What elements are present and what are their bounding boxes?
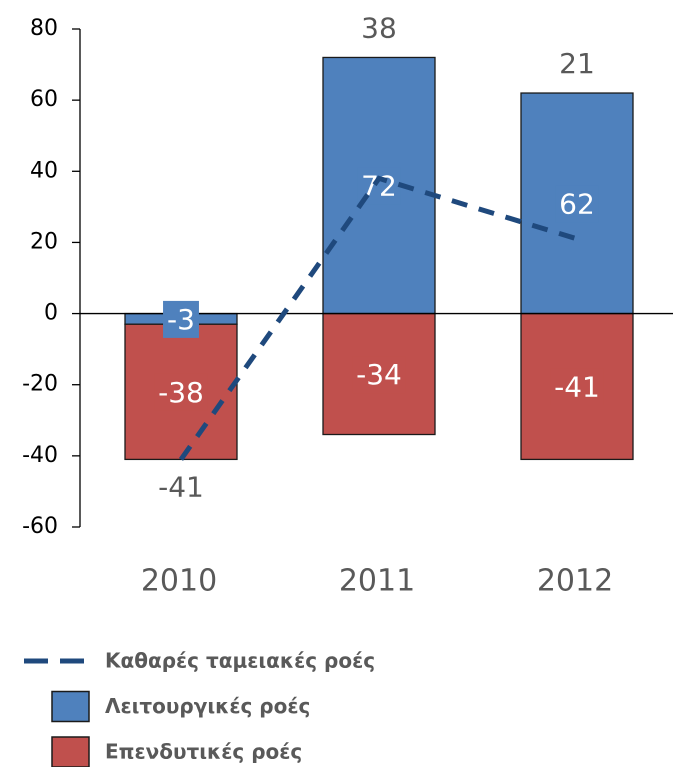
- data-label: -41: [554, 370, 600, 403]
- data-label: 38: [361, 11, 397, 44]
- data-label: -34: [356, 358, 402, 391]
- y-tick-label: 60: [30, 87, 58, 112]
- y-tick-label: -60: [22, 514, 58, 539]
- data-label: -3: [167, 303, 195, 336]
- y-tick-label: -20: [22, 372, 58, 397]
- y-tick-label: 0: [44, 301, 58, 326]
- data-label-bg: [163, 300, 199, 338]
- legend-swatch: [51, 690, 90, 723]
- x-tick-label: 2010: [141, 564, 217, 599]
- data-label: -38: [158, 376, 204, 409]
- data-label-bg: [555, 185, 599, 223]
- x-tick-label: 2012: [537, 564, 613, 599]
- y-tick-label: 40: [30, 158, 58, 183]
- y-tick-label: 20: [30, 229, 58, 254]
- data-label-bg: [154, 373, 208, 411]
- data-label-bg: [352, 356, 406, 394]
- legend-label: Λειτουργικές ροές: [105, 694, 310, 718]
- data-label-bg: [550, 368, 604, 406]
- legend-label: Καθαρές ταμειακές ροές: [105, 649, 375, 673]
- data-label: 21: [559, 47, 595, 80]
- y-tick-label: 80: [30, 16, 58, 41]
- y-tick-label: -40: [22, 443, 58, 468]
- legend-swatch: [51, 736, 90, 767]
- line-series: [178, 175, 578, 461]
- data-label: -41: [158, 470, 204, 503]
- x-tick-label: 2011: [339, 564, 415, 599]
- data-label: 62: [559, 187, 595, 220]
- legend-label: Επενδυτικές ροές: [105, 740, 302, 764]
